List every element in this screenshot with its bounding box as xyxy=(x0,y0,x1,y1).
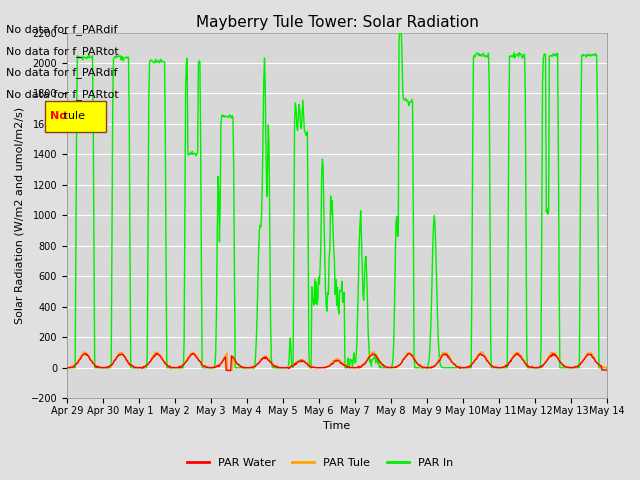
Y-axis label: Solar Radiation (W/m2 and umol/m2/s): Solar Radiation (W/m2 and umol/m2/s) xyxy=(15,107,25,324)
X-axis label: Time: Time xyxy=(323,421,351,432)
Title: Mayberry Tule Tower: Solar Radiation: Mayberry Tule Tower: Solar Radiation xyxy=(196,15,479,30)
Text: No: No xyxy=(50,111,67,121)
Legend: PAR Water, PAR Tule, PAR In: PAR Water, PAR Tule, PAR In xyxy=(182,453,458,472)
Text: No data for f_PARdif: No data for f_PARdif xyxy=(6,67,118,78)
Text: No data for f_PARtot: No data for f_PARtot xyxy=(6,46,119,57)
Text: tule: tule xyxy=(60,111,84,121)
Text: No data for f_PARtot: No data for f_PARtot xyxy=(6,89,119,100)
Text: No data for f_PARdif: No data for f_PARdif xyxy=(6,24,118,35)
